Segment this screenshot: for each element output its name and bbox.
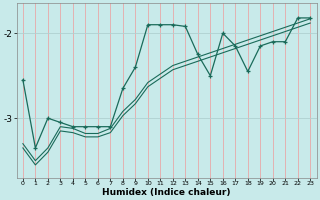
X-axis label: Humidex (Indice chaleur): Humidex (Indice chaleur): [102, 188, 231, 197]
